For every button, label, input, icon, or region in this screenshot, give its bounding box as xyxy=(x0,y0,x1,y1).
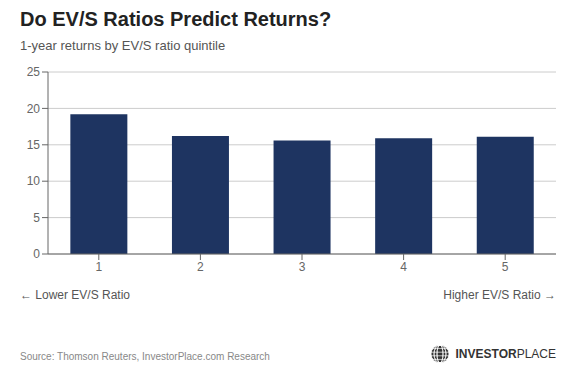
svg-text:20: 20 xyxy=(27,102,41,116)
svg-text:10: 10 xyxy=(27,174,41,188)
svg-text:3: 3 xyxy=(299,260,306,274)
svg-text:5: 5 xyxy=(502,260,509,274)
svg-text:1: 1 xyxy=(95,260,102,274)
svg-text:2: 2 xyxy=(197,260,204,274)
html-text:1-year returns by EV/S ratio q: 1-year returns by EV/S ratio quintile xyxy=(20,38,226,53)
html-text:Higher EV/S Ratio →: Higher EV/S Ratio → xyxy=(443,288,556,302)
svg-text:4: 4 xyxy=(400,260,407,274)
html-text:← Lower EV/S Ratio: ← Lower EV/S Ratio xyxy=(20,288,130,302)
svg-text:0: 0 xyxy=(33,247,40,261)
svg-text:25: 25 xyxy=(27,65,41,79)
svg-text:5: 5 xyxy=(33,211,40,225)
html-text:Source: Thomson Reuters, Inves: Source: Thomson Reuters, InvestorPlace.c… xyxy=(20,351,270,362)
html-text:INVESTOR PLACE: INVESTOR PLACE xyxy=(455,347,556,361)
html-text:Do EV/S Ratios Predict Returns: Do EV/S Ratios Predict Returns? xyxy=(20,8,332,30)
svg-text:15: 15 xyxy=(27,138,41,152)
